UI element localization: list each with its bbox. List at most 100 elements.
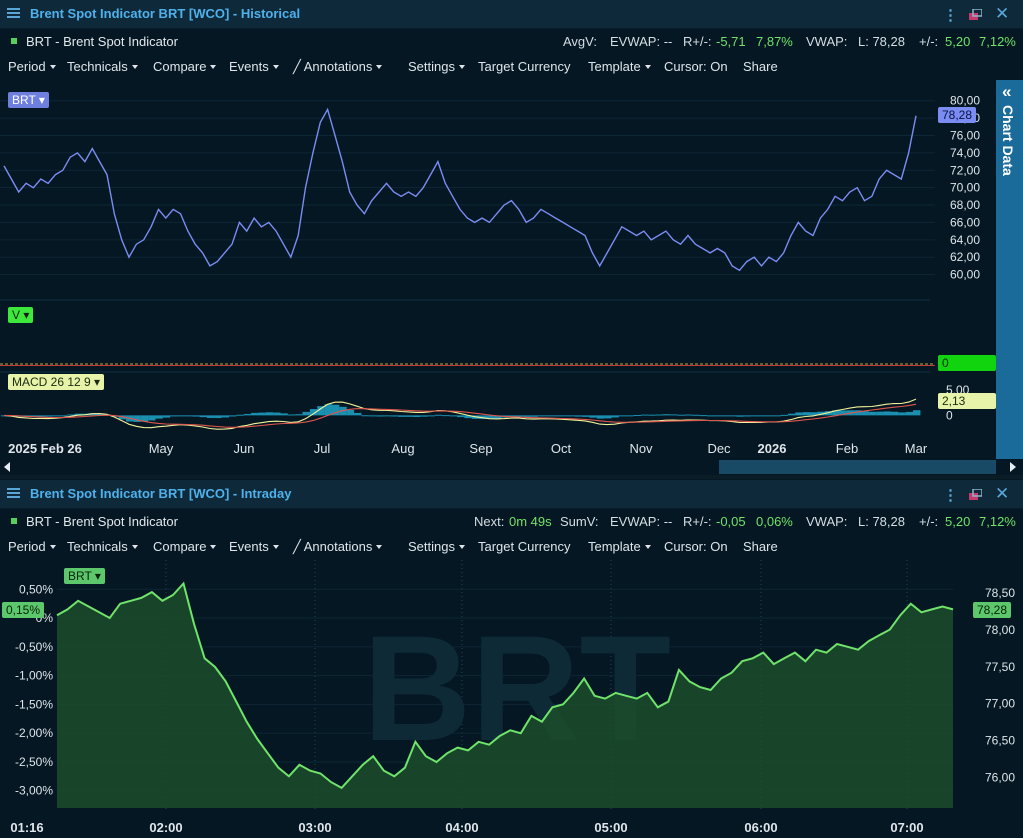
macd-histogram-bar bbox=[331, 404, 340, 416]
x-tick-label: Nov bbox=[629, 441, 653, 456]
x-tick-label: Jun bbox=[234, 441, 255, 456]
annotations-menu[interactable]: ╱ Annotations bbox=[293, 59, 383, 75]
macd-histogram-bar bbox=[604, 415, 612, 419]
y-tick-label: 70,00 bbox=[950, 181, 980, 195]
target-currency-menu[interactable]: Target Currency bbox=[478, 59, 571, 74]
macd-histogram-bar bbox=[648, 414, 656, 416]
link-window-icon[interactable] bbox=[969, 489, 982, 500]
last-price: L: 78,28 bbox=[858, 514, 905, 529]
vwap-label: VWAP: bbox=[806, 34, 848, 49]
macd-histogram-bar bbox=[832, 410, 840, 416]
macd-histogram-bar bbox=[802, 412, 811, 416]
macd-series-tag[interactable]: MACD 26 12 9 ▾ bbox=[8, 374, 105, 390]
x-tick-label: 07:00 bbox=[890, 820, 923, 835]
cursor-toggle[interactable]: Cursor: On bbox=[664, 59, 728, 74]
menu-icon[interactable] bbox=[7, 8, 20, 19]
percent-last-marker: 0,15% bbox=[2, 602, 45, 618]
compare-menu[interactable]: Compare bbox=[153, 539, 217, 554]
macd-histogram-bar bbox=[567, 415, 575, 417]
macd-histogram-bar bbox=[184, 415, 193, 417]
macd-histogram-bar bbox=[751, 415, 759, 417]
cursor-toggle[interactable]: Cursor: On bbox=[664, 539, 728, 554]
macd-histogram-bar bbox=[729, 415, 737, 417]
macd-histogram-bar bbox=[243, 413, 252, 416]
scroll-left-icon[interactable] bbox=[4, 462, 10, 472]
macd-histogram-bar bbox=[405, 415, 413, 417]
price-series-tag[interactable]: BRT ▾ bbox=[8, 92, 49, 108]
macd-histogram-bar bbox=[258, 412, 266, 416]
target-currency-menu[interactable]: Target Currency bbox=[478, 539, 571, 554]
compare-menu[interactable]: Compare bbox=[153, 59, 217, 74]
period-menu[interactable]: Period bbox=[8, 59, 56, 74]
settings-menu[interactable]: Settings bbox=[408, 59, 465, 74]
macd-histogram-bar bbox=[736, 415, 744, 417]
pencil-icon: ╱ bbox=[293, 539, 301, 554]
scroll-right-icon[interactable] bbox=[1010, 462, 1016, 472]
macd-histogram-bar bbox=[265, 412, 274, 416]
chart-data-tab[interactable]: « Chart Data bbox=[996, 80, 1023, 459]
macd-histogram-bar bbox=[890, 411, 899, 416]
historical-chart[interactable]: 80,0078,0076,0074,0072,0070,0068,0066,00… bbox=[0, 80, 996, 459]
menu-icon[interactable] bbox=[7, 488, 20, 499]
x-tick-label: May bbox=[149, 441, 174, 456]
y-tick-label: 80,00 bbox=[950, 94, 980, 108]
historical-price-line bbox=[3, 107, 917, 272]
period-menu[interactable]: Period bbox=[8, 539, 56, 554]
price-tick-label: 76,50 bbox=[985, 733, 1015, 747]
close-icon[interactable]: ✕ bbox=[995, 4, 1010, 23]
macd-histogram-bar bbox=[640, 414, 649, 416]
link-window-icon[interactable] bbox=[969, 9, 982, 20]
macd-histogram-bar bbox=[295, 414, 303, 416]
series-color-swatch bbox=[11, 38, 17, 44]
macd-histogram-bar bbox=[177, 415, 185, 417]
intraday-window-title: Brent Spot Indicator BRT [WCO] - Intrada… bbox=[30, 486, 292, 501]
macd-histogram-bar bbox=[412, 415, 421, 417]
template-menu[interactable]: Template bbox=[588, 59, 651, 74]
macd-histogram-bar bbox=[324, 404, 333, 416]
macd-histogram-bar bbox=[743, 415, 752, 417]
macd-histogram-bar bbox=[148, 415, 156, 421]
panel-separator[interactable] bbox=[0, 475, 1023, 479]
volume-series-tag[interactable]: V ▾ bbox=[8, 307, 34, 323]
events-menu[interactable]: Events bbox=[229, 539, 279, 554]
historical-titlebar: Brent Spot Indicator BRT [WCO] - Histori… bbox=[0, 0, 1023, 29]
change-abs: 5,20 bbox=[945, 514, 971, 529]
horizontal-scrollbar[interactable] bbox=[0, 459, 1023, 475]
vwap-label: VWAP: bbox=[806, 514, 848, 529]
annotations-menu[interactable]: ╱ Annotations bbox=[293, 539, 383, 555]
macd-histogram-bar bbox=[633, 415, 641, 417]
share-button[interactable]: Share bbox=[743, 59, 778, 74]
intraday-chart[interactable]: BRT 0,50%0%-0,50%-1,00%-1,50%-2,00%-2,50… bbox=[0, 560, 1023, 838]
more-options-icon[interactable]: ⋮ bbox=[943, 487, 958, 504]
macd-histogram-bar bbox=[361, 415, 369, 417]
price-tick-label: 77,00 bbox=[985, 697, 1015, 711]
range-pct: 0,06% bbox=[756, 514, 793, 529]
instrument-name: BRT - Brent Spot Indicator bbox=[26, 514, 178, 529]
close-icon[interactable]: ✕ bbox=[995, 484, 1010, 503]
next-countdown: 0m 49s bbox=[509, 514, 552, 529]
change-label: +/-: bbox=[919, 34, 939, 49]
macd-histogram-bar bbox=[618, 415, 627, 417]
macd-histogram-bar bbox=[457, 415, 465, 418]
price-last-marker: 78,28 bbox=[938, 107, 977, 123]
range-abs: -0,05 bbox=[716, 514, 746, 529]
share-button[interactable]: Share bbox=[743, 539, 778, 554]
technicals-menu[interactable]: Technicals bbox=[67, 539, 138, 554]
volume-last-marker: 0 bbox=[938, 355, 996, 371]
macd-histogram-bar bbox=[214, 415, 222, 419]
template-menu[interactable]: Template bbox=[588, 539, 651, 554]
macd-histogram-bar bbox=[464, 415, 472, 419]
macd-histogram-bar bbox=[537, 415, 546, 417]
macd-histogram-bar bbox=[74, 413, 82, 416]
x-tick-label: 01:16 bbox=[10, 820, 43, 835]
macd-histogram-bar bbox=[662, 414, 671, 416]
intraday-series-tag[interactable]: BRT ▾ bbox=[64, 568, 105, 584]
events-menu[interactable]: Events bbox=[229, 59, 279, 74]
more-options-icon[interactable]: ⋮ bbox=[943, 7, 958, 24]
scroll-thumb[interactable] bbox=[719, 460, 996, 474]
percent-tick-label: -2,00% bbox=[15, 726, 53, 740]
technicals-menu[interactable]: Technicals bbox=[67, 59, 138, 74]
settings-menu[interactable]: Settings bbox=[408, 539, 465, 554]
macd-histogram-bar bbox=[582, 415, 590, 417]
macd-histogram-bar bbox=[37, 415, 46, 417]
